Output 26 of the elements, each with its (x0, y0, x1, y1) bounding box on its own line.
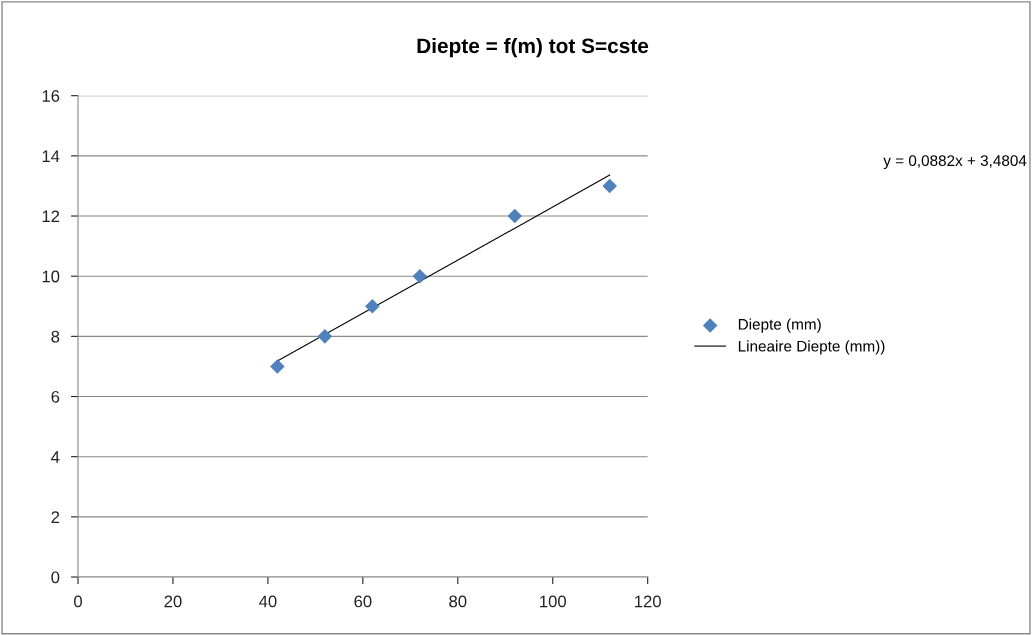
x-tick-label: 60 (354, 595, 372, 608)
x-tick-label: 40 (259, 595, 277, 608)
x-tick-label: 80 (449, 595, 467, 608)
point (270, 359, 285, 374)
y-tick-label: 12 (42, 210, 60, 223)
x-tick-label: 20 (164, 595, 182, 608)
y-tick-label: 14 (42, 150, 60, 162)
point (317, 329, 333, 344)
y-tick-label: 10 (42, 270, 60, 283)
legend-label: Lineaire Diepte (mm)) (738, 340, 885, 355)
point (412, 268, 428, 284)
y-tick-label: 4 (51, 451, 60, 463)
point (365, 298, 380, 314)
y-tick-label: 0 (51, 571, 60, 584)
y-tick-label: 6 (51, 390, 60, 403)
legend-label: Diepte (mm) (738, 318, 821, 333)
point (507, 208, 523, 224)
y-tick-label: 16 (42, 90, 60, 102)
point (602, 178, 617, 194)
chart-title: Diepte = f(m) tot S=cste (417, 37, 649, 58)
text: y = 0,0882x + 3,4804 (883, 155, 1027, 170)
x-tick-label: 120 (635, 595, 661, 608)
y-tick-label: 2 (51, 511, 60, 523)
y-tick-label: 8 (51, 330, 60, 343)
x-tick-label: 100 (540, 595, 566, 608)
x-tick-label: 0 (74, 595, 82, 608)
